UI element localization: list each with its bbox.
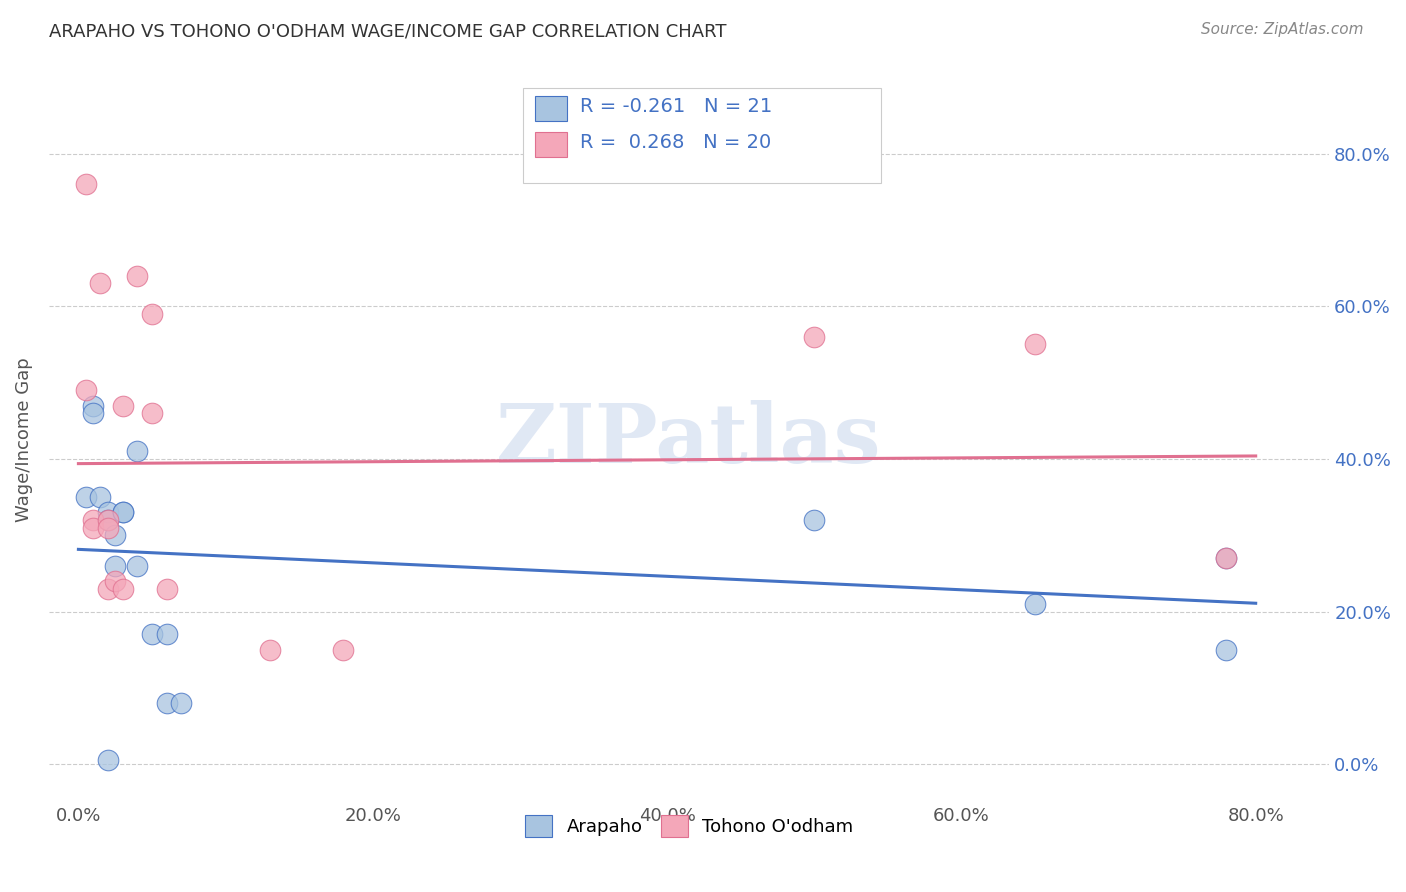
Point [75,384,97,398]
Point [1024,337,1046,351]
Point [97,520,120,534]
Point [1215,551,1237,566]
Point [141,307,163,321]
Y-axis label: Wage/Income Gap: Wage/Income Gap [15,358,32,522]
Point [97,513,120,527]
Point [82,399,104,413]
Text: ARAPAHO VS TOHONO O'ODHAM WAGE/INCOME GAP CORRELATION CHART: ARAPAHO VS TOHONO O'ODHAM WAGE/INCOME GA… [49,22,727,40]
Point [82,513,104,527]
FancyBboxPatch shape [536,132,568,157]
Point [141,627,163,641]
Point [141,406,163,420]
Point [111,505,134,519]
Point [97,505,120,519]
Point [75,490,97,504]
Point [156,582,179,596]
Point [89,277,111,291]
Point [97,753,120,767]
Point [104,558,127,573]
Point [803,513,825,527]
Point [97,513,120,527]
Point [1024,597,1046,611]
Point [332,642,354,657]
FancyBboxPatch shape [536,95,568,121]
FancyBboxPatch shape [523,88,882,183]
Legend: Arapaho, Tohono O'odham: Arapaho, Tohono O'odham [517,807,860,844]
Point [82,520,104,534]
Point [259,642,281,657]
Text: ZIPatlas: ZIPatlas [496,400,882,480]
Point [111,399,134,413]
Point [156,696,179,710]
Text: R =  0.268   N = 20: R = 0.268 N = 20 [581,133,772,153]
Text: Source: ZipAtlas.com: Source: ZipAtlas.com [1201,22,1364,37]
Point [111,582,134,596]
Point [89,490,111,504]
Text: R = -0.261   N = 21: R = -0.261 N = 21 [581,97,772,116]
Point [1215,551,1237,566]
Point [97,582,120,596]
Point [170,696,193,710]
Point [127,444,149,458]
Point [127,268,149,283]
Point [75,178,97,192]
Point [1215,642,1237,657]
Point [127,558,149,573]
Point [104,574,127,588]
Point [104,528,127,542]
Point [111,505,134,519]
Point [803,330,825,344]
Point [156,627,179,641]
Point [82,406,104,420]
